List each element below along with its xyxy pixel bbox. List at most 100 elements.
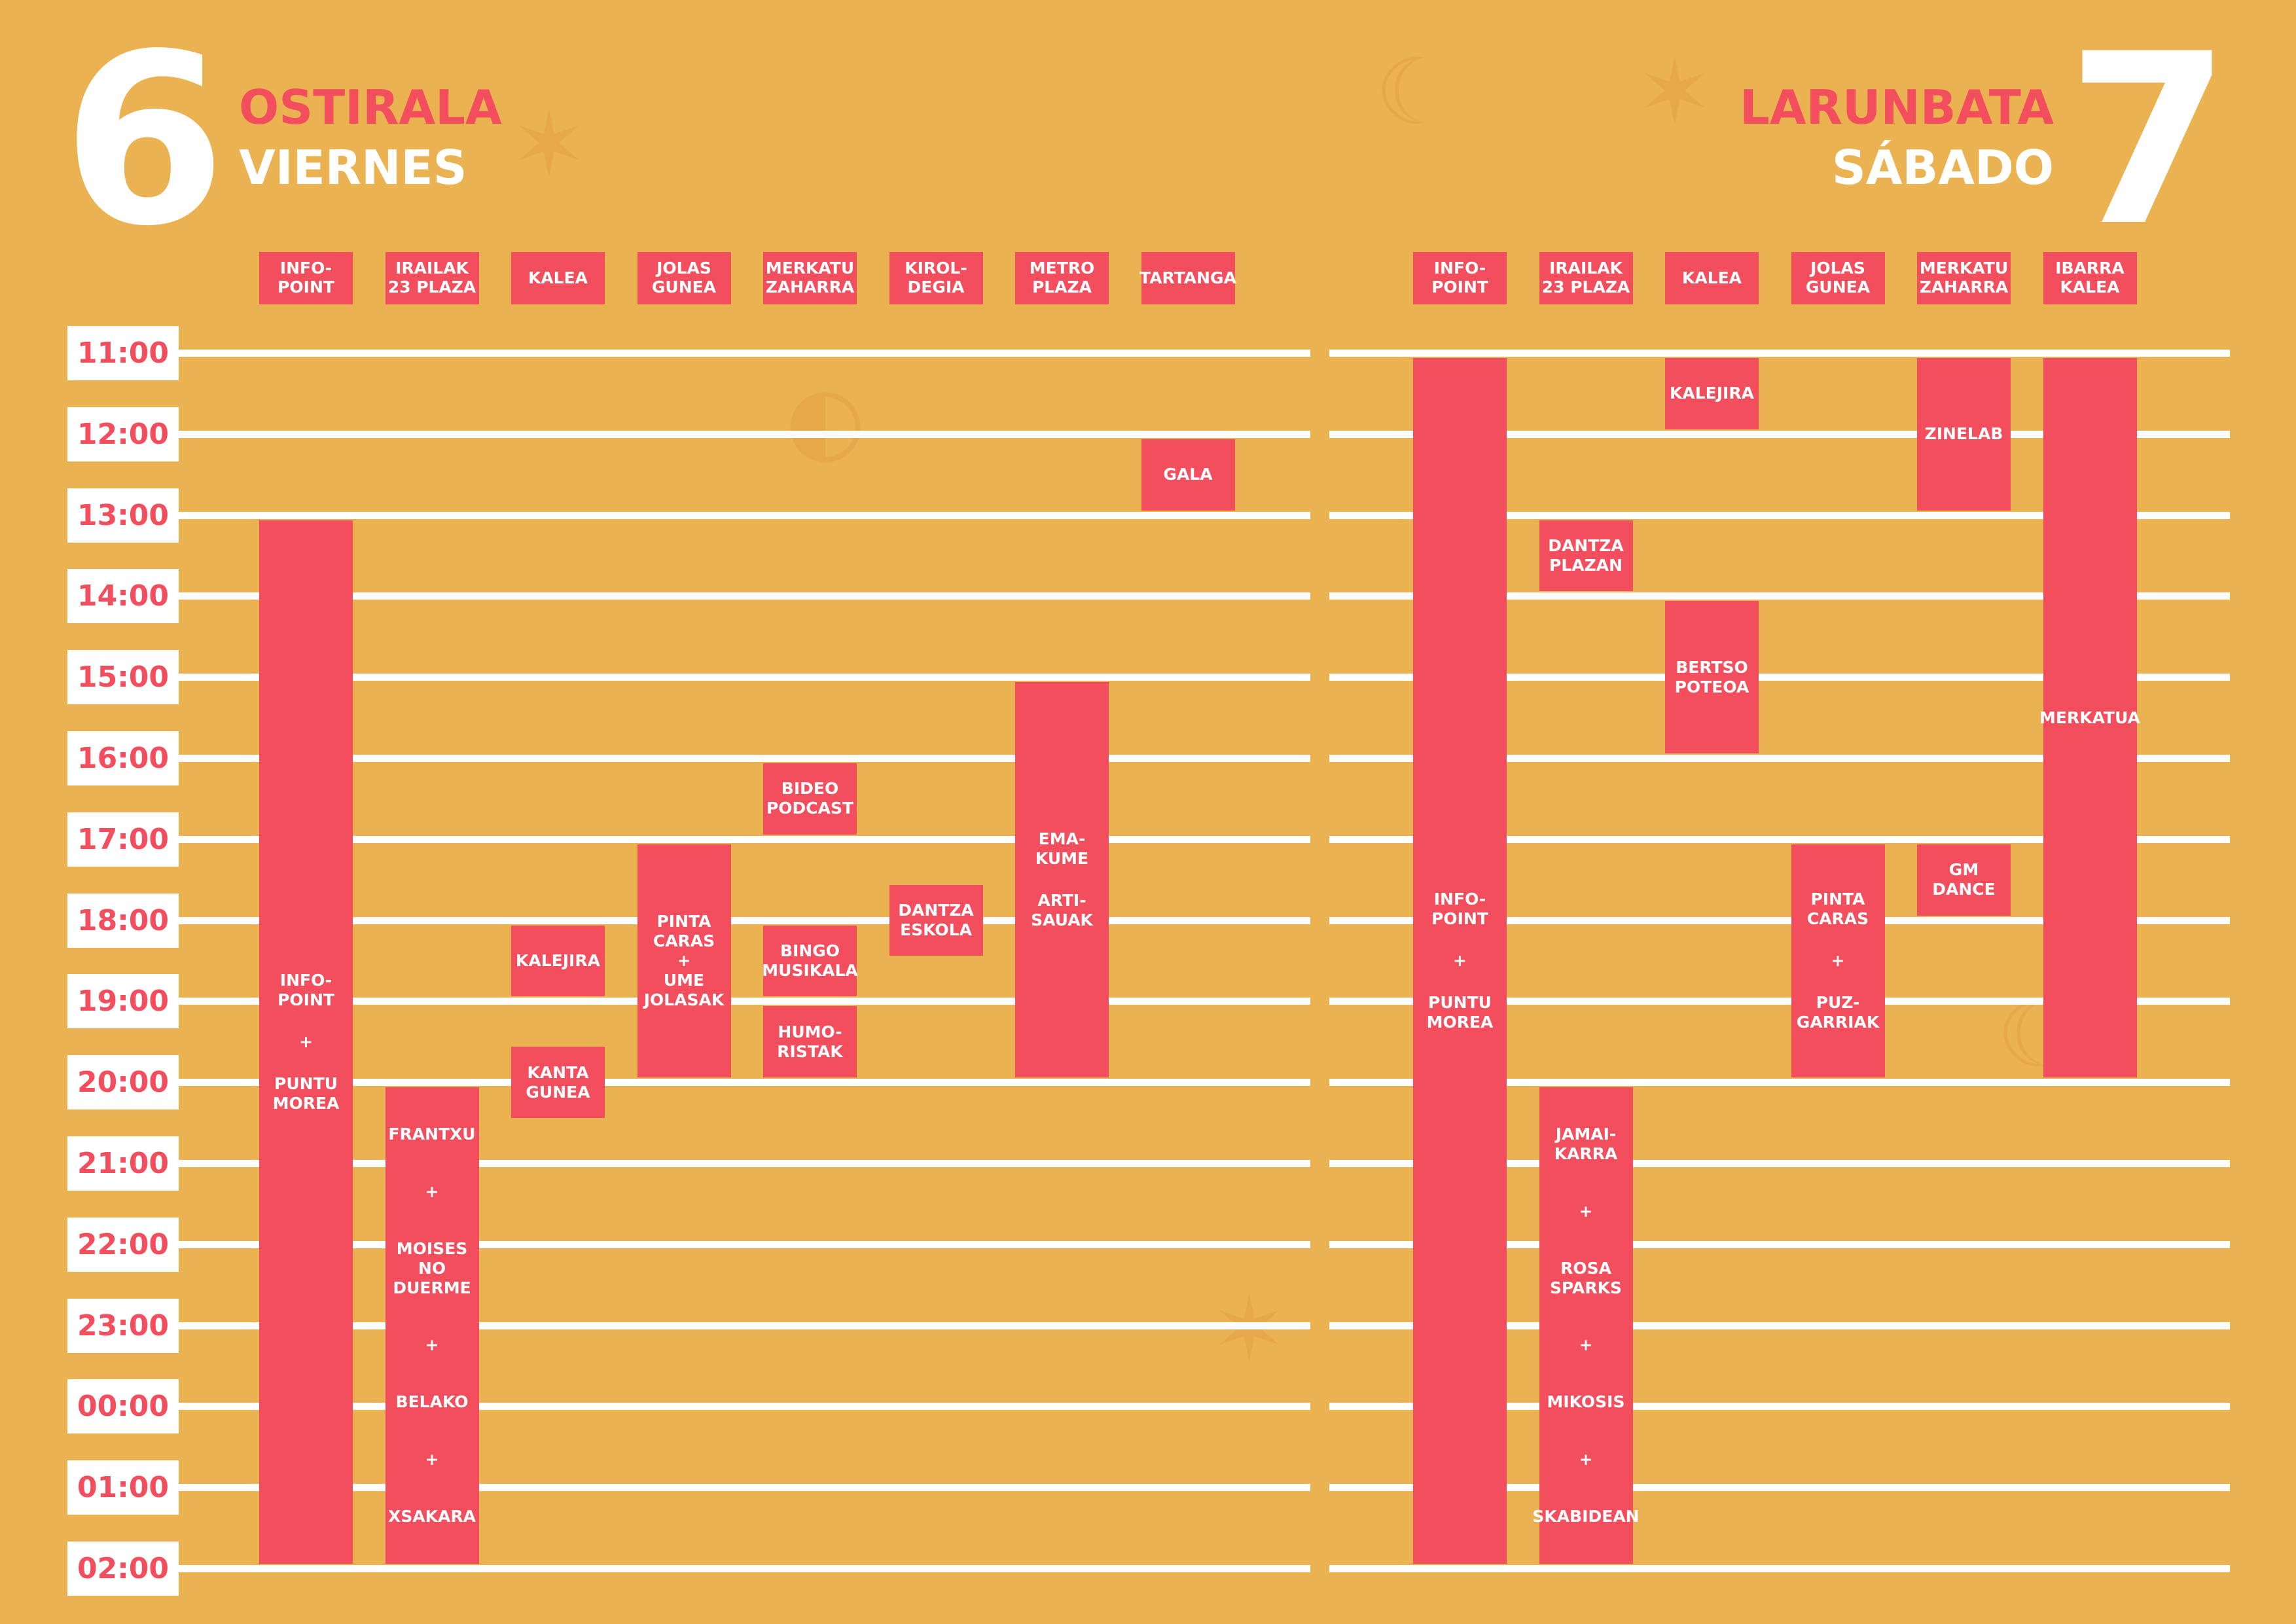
hour-line-saturday [1329, 350, 2230, 357]
time-label: 12:00 [67, 406, 179, 461]
event-block[interactable]: DANTZA ESKOLA [889, 884, 983, 956]
event-block[interactable]: FRANTXU + MOISES NO DUERME + BELAKO + XSAKARA [385, 1087, 479, 1564]
event-title: XSAKARA [388, 1506, 476, 1526]
hour-line-friday [179, 1484, 1310, 1492]
hour-line-saturday [1329, 430, 2230, 438]
time-label: 20:00 [67, 1055, 179, 1110]
event-block[interactable]: BINGO MUSIKALA [762, 925, 858, 997]
background-planet-icon: ◐ [785, 367, 866, 473]
event-title: KALEJIRA [516, 950, 600, 970]
hour-line-saturday [1329, 511, 2230, 519]
plus-separator: + [425, 1335, 439, 1355]
venue-header: IRAILAK 23 PLAZA [1539, 252, 1633, 304]
hour-line-friday [179, 755, 1310, 762]
event-title: GALA [1163, 465, 1213, 484]
time-label: 21:00 [67, 1136, 179, 1191]
hour-line-friday [179, 1160, 1310, 1167]
event-title: MIKOSIS [1547, 1392, 1625, 1412]
time-label: 19:00 [67, 974, 179, 1029]
time-label: 23:00 [67, 1298, 179, 1353]
hour-line-saturday [1329, 1079, 2230, 1087]
time-label: 01:00 [67, 1460, 179, 1515]
hour-line-friday [179, 592, 1310, 600]
plus-separator: + [299, 1032, 313, 1051]
hour-line-saturday [1329, 1240, 2230, 1248]
venue-header: JOLAS GUNEA [1791, 252, 1885, 304]
plus-separator: + [425, 1449, 439, 1469]
event-title: HUMO- RISTAK [777, 1022, 843, 1061]
saturday-day-number: 7 [2066, 3, 2231, 278]
event-block[interactable]: BIDEO PODCAST [763, 763, 857, 835]
event-title: MOISES NO DUERME [393, 1238, 471, 1297]
hour-line-saturday [1329, 1160, 2230, 1167]
venue-header: KALEA [511, 252, 605, 304]
event-block[interactable]: INFO- POINT + PUNTU MOREA [259, 520, 353, 1564]
saturday-name-spanish: SÁBADO [1831, 140, 2054, 195]
event-block[interactable]: GALA [1141, 439, 1235, 511]
event-block[interactable]: JAMAI- KARRA + ROSA SPARKS + MIKOSIS + SKABIDE… [1532, 1087, 1640, 1564]
event-title: ARTI- SAUAK [1031, 891, 1093, 930]
event-title: PINTA CARAS [1806, 889, 1869, 928]
hour-line-saturday [1329, 916, 2230, 924]
event-title: MERKATUA [2039, 708, 2140, 727]
event-title: INFO- POINT [1431, 890, 1488, 928]
hour-line-friday [179, 1240, 1310, 1248]
event-block[interactable]: DANTZA PLAZAN [1539, 520, 1633, 592]
venue-header: INFO- POINT [1413, 252, 1507, 304]
hour-line-friday [179, 835, 1310, 843]
event-title: PUNTU MOREA [272, 1074, 340, 1113]
event-title: JAMAI- KARRA [1554, 1125, 1618, 1164]
event-block[interactable]: KANTA GUNEA [511, 1047, 605, 1119]
event-title: PINTA CARAS + UME JOLASAK [643, 911, 725, 1009]
event-title: DANTZA PLAZAN [1548, 535, 1624, 575]
plus-separator: + [1579, 1201, 1593, 1221]
venue-header: IRAILAK 23 PLAZA [385, 252, 479, 304]
background-star-icon: ✶ [511, 92, 588, 198]
hour-line-saturday [1329, 755, 2230, 762]
event-block[interactable]: KALEJIRA [1665, 358, 1759, 429]
venue-header: MERKATU ZAHARRA [1917, 252, 2011, 304]
venue-header: JOLAS GUNEA [637, 252, 731, 304]
hour-line-friday [179, 1079, 1310, 1087]
event-block[interactable]: INFO- POINT + PUNTU MOREA [1413, 358, 1507, 1564]
event-title: EMA- KUME [1035, 829, 1089, 869]
time-label: 13:00 [67, 488, 179, 543]
hour-line-friday [179, 430, 1310, 438]
time-label: 18:00 [67, 893, 179, 948]
event-block[interactable]: HUMO- RISTAK [763, 1006, 857, 1078]
event-title: PUNTU MOREA [1426, 993, 1494, 1032]
event-block[interactable]: BERTSO POTEOA [1665, 601, 1759, 753]
plus-separator: + [1579, 1335, 1593, 1355]
time-label: 15:00 [67, 650, 179, 705]
friday-name-spanish: VIERNES [239, 140, 467, 195]
event-title: INFO- POINT [278, 970, 334, 1009]
time-label: 22:00 [67, 1217, 179, 1272]
event-title: ZINELAB [1924, 424, 2003, 444]
saturday-name-basque: LARUNBATA [1739, 80, 2054, 135]
event-title: DANTZA ESKOLA [898, 901, 974, 940]
plus-separator: + [1579, 1449, 1593, 1469]
background-moon-icon: ☾ [1374, 39, 1457, 146]
event-title: KANTA GUNEA [526, 1062, 590, 1102]
venue-header: TARTANGA [1139, 252, 1236, 304]
event-block[interactable]: MERKATUA [2039, 358, 2140, 1078]
hour-line-saturday [1329, 1403, 2230, 1411]
event-block[interactable]: EMA- KUME ARTI- SAUAK [1015, 682, 1109, 1078]
time-label: 11:00 [67, 326, 179, 380]
time-label: 17:00 [67, 812, 179, 867]
hour-line-friday [179, 1403, 1310, 1411]
event-block[interactable]: PINTA CARAS + UME JOLASAK [637, 844, 731, 1078]
event-block[interactable]: ZINELAB [1917, 358, 2011, 511]
venue-header: IBARRA KALEA [2043, 252, 2137, 304]
hour-line-friday [179, 350, 1310, 357]
hour-line-saturday [1329, 674, 2230, 681]
event-block[interactable]: GM DANCE [1917, 844, 2011, 916]
event-title: BINGO MUSIKALA [762, 941, 858, 980]
friday-day-number: 6 [62, 3, 226, 278]
venue-header: METRO PLAZA [1015, 252, 1109, 304]
event-block[interactable]: KALEJIRA [511, 925, 605, 997]
plus-separator: + [1453, 951, 1467, 970]
event-block[interactable]: PINTA CARAS + PUZ- GARRIAK [1791, 844, 1885, 1078]
event-title: SKABIDEAN [1532, 1506, 1640, 1526]
time-label: 16:00 [67, 731, 179, 785]
